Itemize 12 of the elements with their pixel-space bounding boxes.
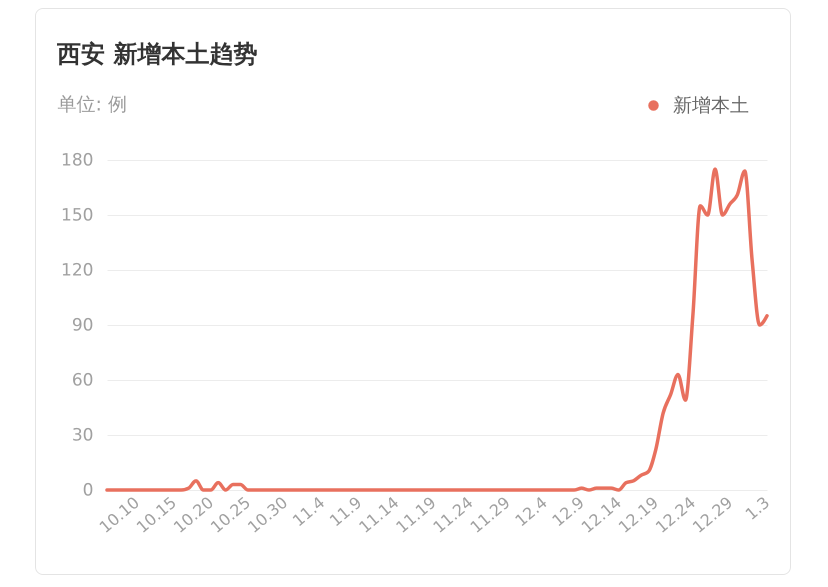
- y-tick-label: 60: [72, 370, 94, 390]
- y-axis-title: 单位: 例: [58, 94, 127, 116]
- y-tick-label: 30: [72, 426, 94, 446]
- y-tick-label: 0: [82, 480, 94, 500]
- x-tick-label: 1.3: [742, 492, 774, 524]
- y-tick-label: 150: [61, 206, 94, 226]
- y-tick-label: 180: [61, 150, 94, 170]
- y-tick-label: 90: [72, 316, 94, 336]
- chart-title: 西安 新增本土趋势: [56, 40, 258, 68]
- y-tick-label: 120: [61, 260, 94, 280]
- line-series: [105, 167, 769, 492]
- legend-label: 新增本土: [673, 94, 749, 116]
